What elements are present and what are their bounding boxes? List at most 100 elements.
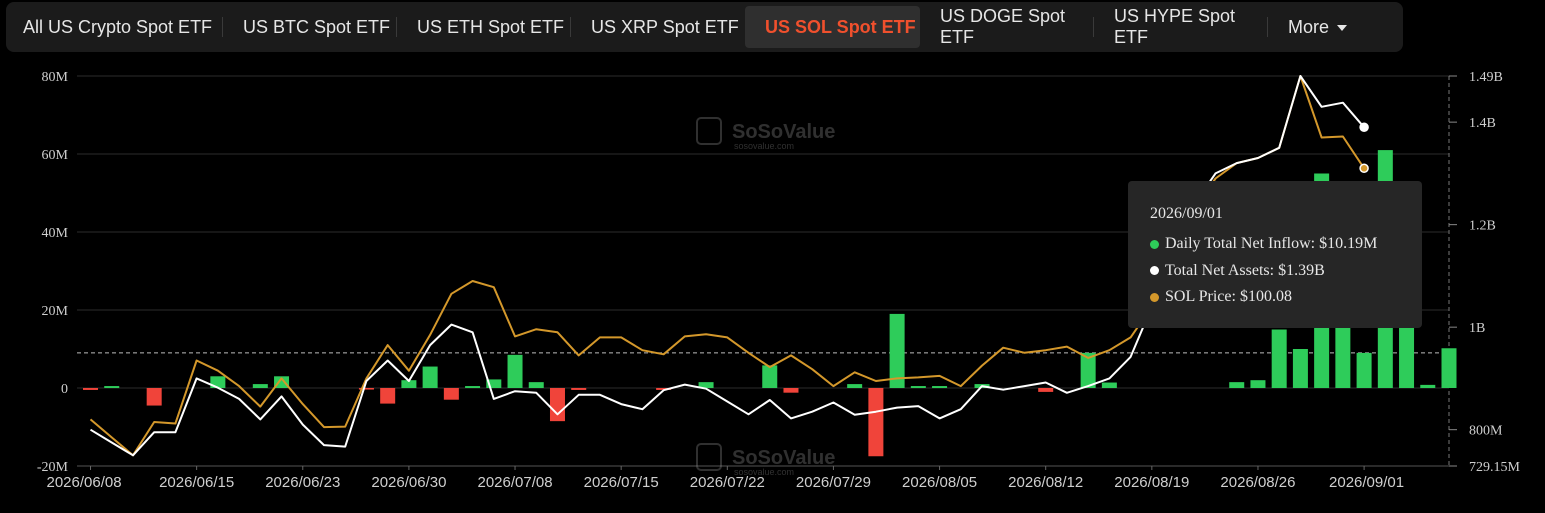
tab-us-sol-spot-etf[interactable]: US SOL Spot ETF	[745, 6, 920, 48]
inflow-bar	[571, 388, 587, 390]
watermark-brand: SoSoValue	[732, 447, 835, 469]
watermark-url: sosovalue.com	[734, 141, 794, 151]
inflow-bar	[380, 388, 396, 404]
inflow-bar	[146, 388, 162, 406]
x-tick-label: 2026/07/15	[584, 474, 659, 491]
inflow-bar	[443, 388, 459, 400]
inflow-bar	[252, 384, 268, 388]
tooltip-date: 2026/09/01	[1150, 205, 1223, 222]
inflow-bar	[783, 388, 799, 393]
x-tick-label: 2026/06/23	[265, 474, 340, 491]
y-left-tick-label: 20M	[42, 304, 69, 319]
inflow-bar	[1101, 382, 1117, 388]
legend-dot-icon	[1150, 292, 1159, 302]
tooltip-row-label: SOL Price: $100.08	[1165, 288, 1292, 306]
inflow-bar	[1420, 384, 1436, 388]
x-tick-label: 2026/08/26	[1220, 474, 1295, 491]
y-left-tick-label: 40M	[42, 226, 69, 241]
y-left-tick-label: 60M	[42, 148, 69, 163]
x-tick-label: 2026/08/12	[1008, 474, 1083, 491]
inflow-bar	[1080, 352, 1096, 388]
x-tick-label: 2026/08/05	[902, 474, 977, 491]
net-assets-line-end-marker	[1359, 122, 1369, 133]
tab-label: More	[1288, 16, 1330, 37]
tab-label: US DOGE Spot ETF	[940, 6, 1066, 47]
inflow-bar	[1441, 348, 1457, 388]
x-tick-label: 2026/06/30	[371, 474, 446, 491]
axis-labels: 80M 60M 40M 20M 0 -20M 1.49B 1.4B 1.2B 1B 800M 729.…	[37, 70, 1521, 491]
inflow-bar	[1356, 352, 1372, 388]
x-tick-label: 2026/07/08	[477, 474, 552, 491]
data-tooltip: 2026/09/01 Daily Total Net Inflow: $10.1…	[1128, 181, 1422, 328]
inflow-bar	[1229, 382, 1245, 388]
inflow-bar	[1399, 310, 1415, 388]
inflow-bar	[507, 354, 523, 388]
tab-divider	[396, 17, 397, 37]
x-tick-label: 2026/07/22	[690, 474, 765, 491]
tab-more[interactable]: More	[1268, 6, 1368, 48]
tab-divider	[1093, 17, 1094, 37]
grid-lines	[77, 75, 1450, 467]
tooltip-row-label: Daily Total Net Inflow: $10.19M	[1165, 235, 1378, 253]
tab-label: US XRP Spot ETF	[591, 16, 739, 37]
x-tick-label: 2026/07/29	[796, 474, 871, 491]
watermark-brand: SoSoValue	[732, 121, 835, 143]
inflow-bar	[83, 388, 98, 390]
inflow-bar	[910, 386, 926, 388]
inflow-bar	[528, 382, 544, 388]
watermarks: SoSoValuesosovalue.comSoSoValuesosovalue…	[696, 117, 835, 477]
y-right-tick-label: 1.49B	[1469, 70, 1503, 85]
inflow-bar	[549, 388, 565, 422]
y-right-tick-label: 1.4B	[1469, 116, 1496, 131]
inflow-bar	[698, 382, 714, 388]
tab-divider	[570, 17, 571, 37]
tooltip-row-label: Total Net Assets: $1.39B	[1165, 261, 1325, 279]
y-left-tick-label: 0	[61, 382, 68, 397]
y-left-tick-label: 80M	[42, 70, 69, 85]
chevron-down-icon	[1337, 25, 1348, 31]
tab-label: All US Crypto Spot ETF	[23, 16, 213, 37]
inflow-bar	[358, 388, 374, 390]
inflow-bar	[656, 388, 672, 390]
x-tick-label: 2026/06/15	[159, 474, 234, 491]
inflow-bar	[465, 386, 481, 388]
inflow-bar	[932, 386, 948, 388]
legend-dot-icon	[1150, 266, 1159, 276]
tab-us-doge-spot-etf[interactable]: US DOGE Spot ETF	[920, 6, 1094, 48]
inflow-bar	[1038, 388, 1054, 392]
watermark-url: sosovalue.com	[734, 467, 794, 477]
inflow-bar	[274, 376, 290, 388]
inflow-bar	[762, 365, 778, 388]
inflow-bar	[422, 366, 438, 388]
y-right-tick-label: 1.2B	[1469, 219, 1496, 234]
x-tick-label: 2026/08/19	[1114, 474, 1189, 491]
inflow-bar	[847, 384, 863, 388]
sosovalue-logo-icon	[696, 117, 722, 145]
y-right-tick-label: 800M	[1469, 424, 1503, 439]
tab-label: US BTC Spot ETF	[243, 16, 391, 37]
tab-us-btc-spot-etf[interactable]: US BTC Spot ETF	[223, 6, 397, 48]
tooltip-row: Total Net Assets: $1.39B	[1150, 258, 1422, 285]
tooltip-row: SOL Price: $100.08	[1150, 284, 1422, 311]
inflow-bar	[210, 376, 226, 388]
y-left-tick-label: -20M	[37, 460, 69, 475]
tab-us-xrp-spot-etf[interactable]: US XRP Spot ETF	[571, 6, 745, 48]
tab-divider	[222, 17, 223, 37]
y-right-tick-label: 729.15M	[1469, 460, 1521, 475]
sosovalue-logo-icon	[696, 443, 722, 471]
tab-label: US HYPE Spot ETF	[1114, 6, 1236, 47]
inflow-bar	[104, 386, 120, 388]
tab-divider	[1267, 17, 1268, 37]
y-right-tick-label: 1B	[1469, 321, 1485, 336]
x-tick-label: 2026/09/01	[1329, 474, 1404, 491]
inflow-bar	[889, 313, 905, 388]
legend-dot-icon	[1150, 239, 1159, 249]
inflow-bar	[1292, 349, 1308, 388]
tab-all-us-crypto-spot-etf[interactable]: All US Crypto Spot ETF	[6, 6, 223, 48]
sol-price-line-end-marker	[1359, 163, 1369, 174]
tab-us-eth-spot-etf[interactable]: US ETH Spot ETF	[397, 6, 571, 48]
inflow-bar	[1271, 329, 1287, 388]
tab-us-hype-spot-etf[interactable]: US HYPE Spot ETF	[1094, 6, 1268, 48]
